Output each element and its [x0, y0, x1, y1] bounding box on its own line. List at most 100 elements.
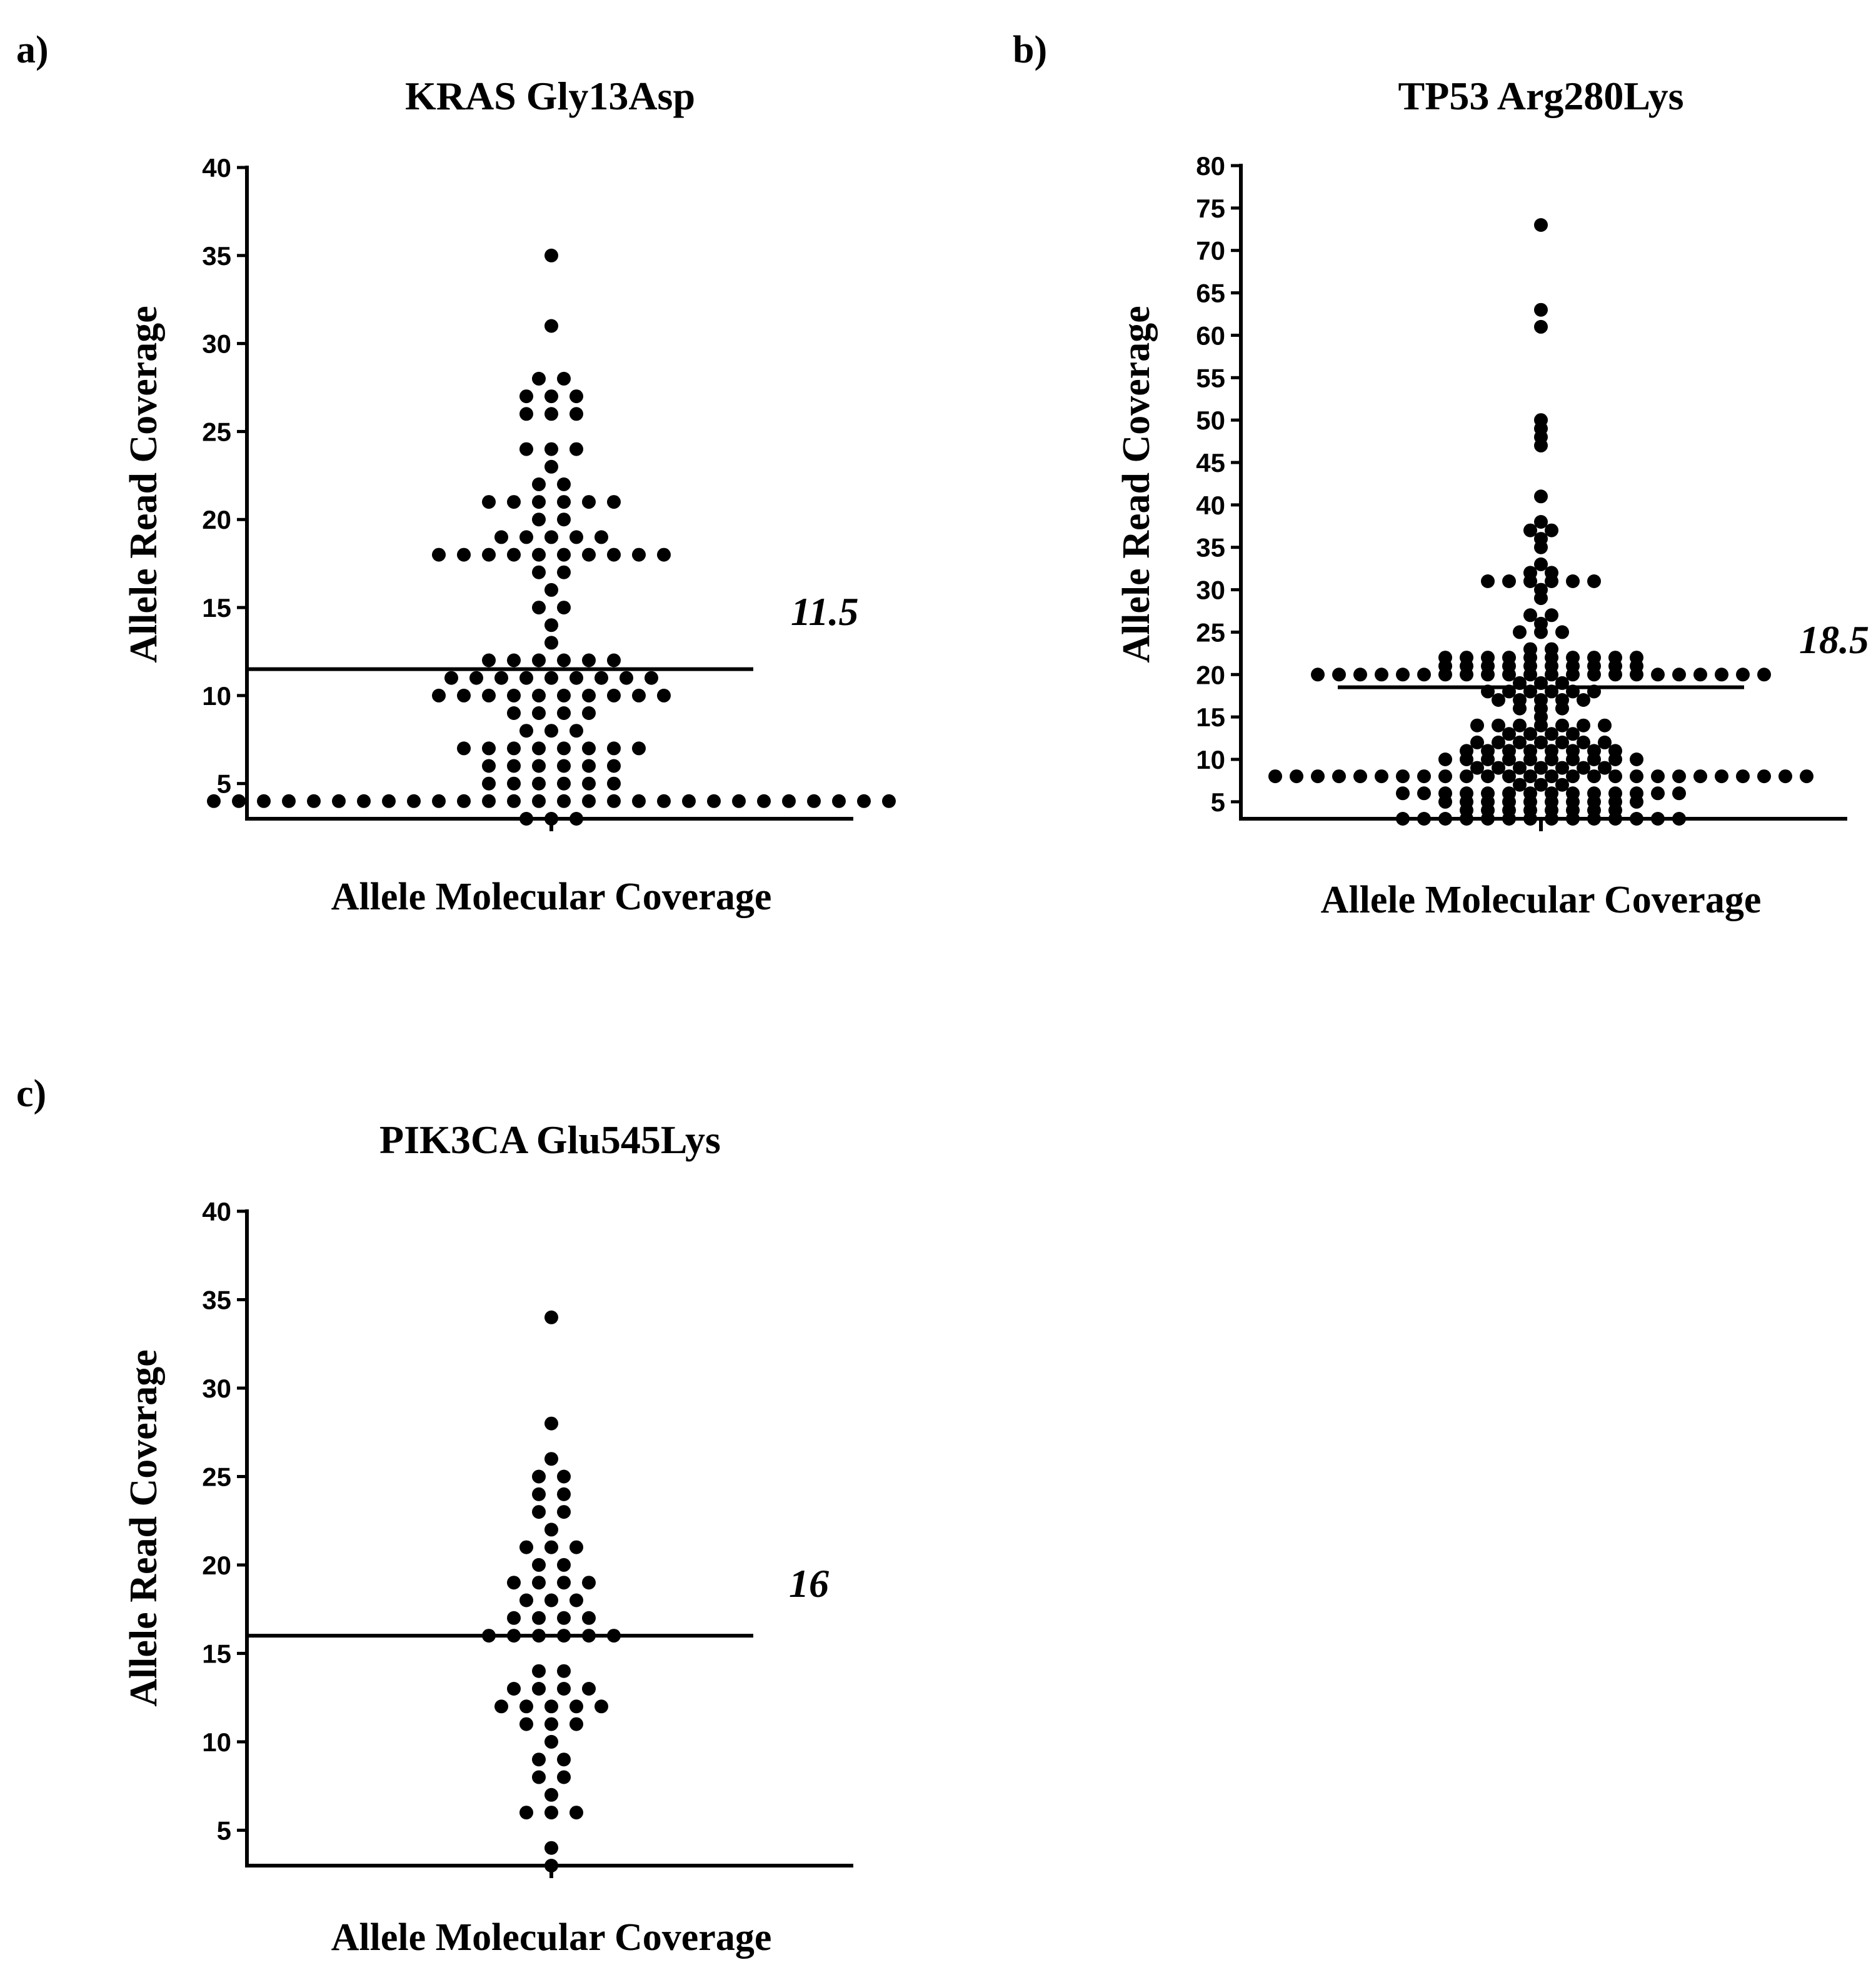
- data-point: [557, 776, 571, 791]
- data-point: [432, 794, 446, 808]
- data-point: [532, 512, 546, 527]
- data-point: [1396, 769, 1410, 784]
- data-point: [594, 530, 608, 544]
- data-point: [1598, 761, 1612, 775]
- data-point: [1534, 778, 1548, 792]
- data-point: [544, 1717, 558, 1731]
- data-point: [494, 671, 508, 685]
- data-point: [482, 776, 496, 791]
- data-point: [657, 794, 671, 808]
- y-tick-label: 35: [202, 241, 231, 271]
- data-point: [482, 741, 496, 756]
- data-point: [544, 671, 558, 685]
- data-point: [1555, 778, 1569, 792]
- data-point: [607, 653, 621, 668]
- data-point: [1438, 794, 1452, 809]
- data-point: [1630, 794, 1643, 809]
- data-points: [1268, 218, 1813, 826]
- data-point: [519, 1699, 533, 1714]
- data-point: [1375, 769, 1388, 784]
- data-point: [607, 688, 621, 702]
- data-point: [582, 653, 596, 668]
- data-point: [557, 688, 571, 702]
- data-point: [557, 601, 571, 615]
- data-point: [832, 794, 846, 808]
- data-point: [1534, 319, 1548, 334]
- data-point: [657, 688, 671, 702]
- data-point: [1534, 735, 1548, 749]
- data-point: [1715, 769, 1728, 784]
- data-point: [544, 1452, 558, 1466]
- data-point: [607, 759, 621, 773]
- panel-letter: a): [16, 29, 49, 71]
- data-point: [582, 741, 596, 756]
- data-point: [532, 1487, 546, 1501]
- data-point: [532, 1576, 546, 1590]
- data-point: [532, 1611, 546, 1625]
- data-point: [532, 1505, 546, 1519]
- data-point: [544, 582, 558, 597]
- data-point: [657, 548, 671, 562]
- x-axis-label: Allele Molecular Coverage: [331, 876, 772, 918]
- data-point: [519, 530, 533, 544]
- data-point: [257, 794, 271, 808]
- data-point: [632, 548, 646, 562]
- y-tick-label: 80: [1196, 151, 1225, 181]
- data-point: [569, 442, 583, 456]
- y-tick-label: 10: [1196, 745, 1225, 774]
- data-point: [532, 1664, 546, 1678]
- data-point: [544, 1806, 558, 1820]
- panel-a: a) KRAS Gly13Asp Allele Read Coverage Al…: [16, 29, 896, 918]
- data-point: [1332, 769, 1346, 784]
- data-point: [532, 1558, 546, 1572]
- data-point: [232, 794, 246, 808]
- data-point: [1608, 752, 1622, 766]
- y-tick-label: 30: [202, 329, 231, 359]
- data-point: [582, 548, 596, 562]
- y-axis-label: Allele Read Coverage: [123, 1349, 165, 1707]
- data-point: [507, 1611, 521, 1625]
- data-point: [1555, 701, 1569, 716]
- data-point: [507, 688, 521, 702]
- data-point: [569, 407, 583, 421]
- data-point: [582, 794, 596, 808]
- y-axis-label: Allele Read Coverage: [1115, 306, 1158, 663]
- data-point: [1268, 769, 1282, 784]
- y-ticks: 5 10 15 20 25 30 35 40 45 50 55 60 65 70 75 80: [1196, 151, 1241, 817]
- data-point: [432, 548, 446, 562]
- data-point: [1778, 769, 1792, 784]
- data-point: [582, 759, 596, 773]
- data-point: [557, 565, 571, 579]
- data-point: [557, 1682, 571, 1696]
- data-point: [607, 741, 621, 756]
- data-point: [1577, 735, 1590, 749]
- data-point: [1693, 668, 1707, 682]
- data-point: [569, 1540, 583, 1554]
- data-point: [1502, 769, 1516, 784]
- y-tick-label: 20: [202, 505, 231, 534]
- y-tick-label: 25: [202, 1462, 231, 1491]
- y-tick-label: 25: [1196, 618, 1225, 647]
- data-point: [1566, 727, 1580, 741]
- y-tick-label: 35: [202, 1285, 231, 1314]
- data-point: [1534, 438, 1548, 452]
- data-point: [582, 1576, 596, 1590]
- data-point: [1757, 668, 1771, 682]
- data-point: [482, 688, 496, 702]
- data-point: [457, 741, 471, 756]
- data-point: [1672, 668, 1686, 682]
- data-point: [1630, 769, 1643, 784]
- chart-title: KRAS Gly13Asp: [405, 74, 695, 118]
- y-tick-label: 45: [1196, 448, 1225, 478]
- data-point: [1417, 786, 1431, 801]
- data-point: [557, 1611, 571, 1625]
- data-point: [557, 495, 571, 509]
- data-point: [307, 794, 321, 808]
- data-point: [645, 671, 658, 685]
- y-tick-label: 5: [217, 769, 231, 799]
- data-point: [532, 688, 546, 702]
- data-point: [632, 794, 646, 808]
- y-tick-label: 40: [202, 1197, 231, 1226]
- data-point: [507, 495, 521, 509]
- data-point: [1481, 668, 1495, 682]
